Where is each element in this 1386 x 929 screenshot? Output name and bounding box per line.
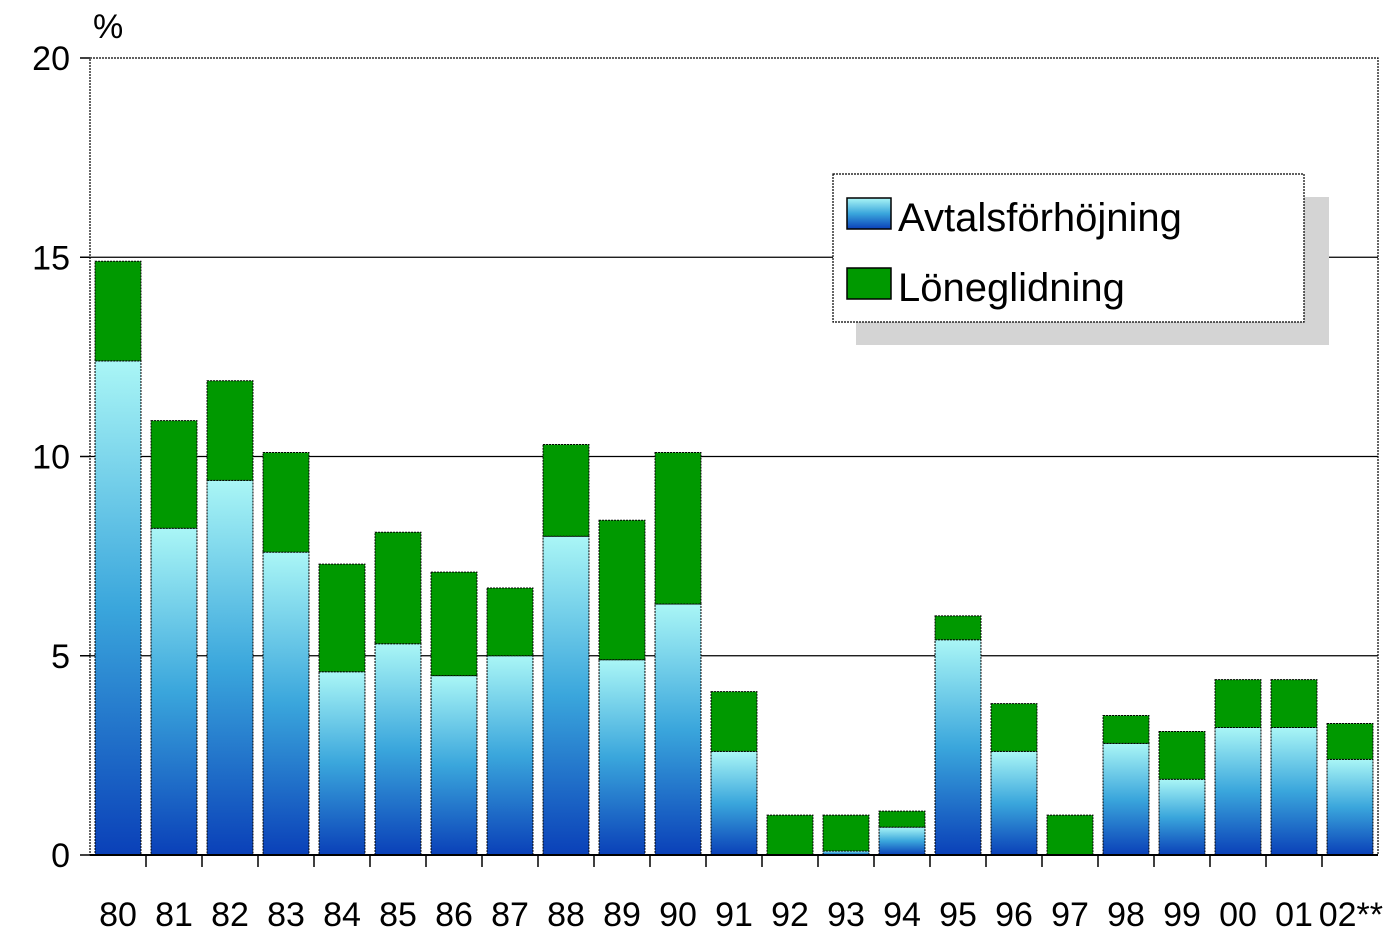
bar-avtalsforhojning-02**: [1326, 758, 1374, 856]
bar-avtalsforhojning-82: [206, 479, 254, 856]
y-tick-label: 15: [32, 239, 70, 277]
x-tick-label-81: 81: [155, 896, 193, 929]
x-tick-label-87: 87: [491, 896, 529, 929]
unit-label: %: [93, 8, 123, 46]
bar-loneglidning-97: [1046, 814, 1094, 856]
bar-loneglidning-83: [262, 452, 310, 553]
x-tick-label-82: 82: [211, 896, 249, 929]
bar-avtalsforhojning-84: [318, 671, 366, 856]
bar-avtalsforhojning-01: [1270, 726, 1318, 856]
x-tick-label-80: 80: [99, 896, 137, 929]
legend-label-avtalsforhojning: Avtalsförhöjning: [898, 196, 1182, 240]
legend-box: [832, 173, 1305, 323]
bar-loneglidning-00: [1214, 679, 1262, 728]
x-tick-label-97: 97: [1051, 896, 1089, 929]
x-tick-label-95: 95: [939, 896, 977, 929]
bar-avtalsforhojning-87: [486, 655, 534, 856]
bar-avtalsforhojning-98: [1102, 742, 1150, 856]
bar-loneglidning-88: [542, 444, 590, 537]
legend-swatch-loneglidning: [846, 267, 892, 300]
bar-loneglidning-93: [822, 814, 870, 852]
bar-loneglidning-80: [94, 260, 142, 362]
legend: Avtalsförhöjning Löneglidning: [832, 173, 1329, 345]
x-tick-label-99: 99: [1163, 896, 1201, 929]
bar-loneglidning-92: [766, 814, 814, 856]
x-tick-label-96: 96: [995, 896, 1033, 929]
x-tick-label-01: 01: [1275, 896, 1313, 929]
bar-avtalsforhojning-83: [262, 551, 310, 856]
y-axis-ticks: 0 5 10 15 20: [32, 40, 90, 875]
x-tick-label-94: 94: [883, 896, 921, 929]
bar-loneglidning-86: [430, 571, 478, 677]
x-tick-label-98: 98: [1107, 896, 1145, 929]
bar-loneglidning-99: [1158, 730, 1206, 780]
bar-loneglidning-96: [990, 703, 1038, 752]
x-tick-label-00: 00: [1219, 896, 1257, 929]
y-tick-label: 0: [51, 837, 70, 875]
bar-avtalsforhojning-88: [542, 535, 590, 856]
bar-loneglidning-89: [598, 519, 646, 661]
bar-avtalsforhojning-96: [990, 750, 1038, 856]
bar-loneglidning-02**: [1326, 722, 1374, 760]
x-tick-label-88: 88: [547, 896, 585, 929]
x-tick-label-86: 86: [435, 896, 473, 929]
bar-loneglidning-84: [318, 563, 366, 673]
bar-loneglidning-87: [486, 587, 534, 657]
bar-loneglidning-82: [206, 380, 254, 481]
legend-swatch-avtalsforhojning: [846, 197, 892, 230]
x-tick-label-92: 92: [771, 896, 809, 929]
x-tick-label-85: 85: [379, 896, 417, 929]
x-tick-label-90: 90: [659, 896, 697, 929]
x-tick-label-83: 83: [267, 896, 305, 929]
bar-avtalsforhojning-90: [654, 603, 702, 856]
x-tick-label-84: 84: [323, 896, 361, 929]
bar-avtalsforhojning-81: [150, 527, 198, 856]
x-tick-label-93: 93: [827, 896, 865, 929]
bar-loneglidning-98: [1102, 715, 1150, 744]
bar-avtalsforhojning-99: [1158, 778, 1206, 856]
bar-avtalsforhojning-80: [94, 360, 142, 856]
y-tick-label: 20: [32, 40, 70, 78]
bar-avtalsforhojning-85: [374, 643, 422, 856]
bar-avtalsforhojning-00: [1214, 726, 1262, 856]
bar-loneglidning-91: [710, 691, 758, 752]
bar-loneglidning-85: [374, 531, 422, 645]
x-tick-label-91: 91: [715, 896, 753, 929]
bars: [94, 260, 1374, 856]
legend-label-loneglidning: Löneglidning: [898, 266, 1125, 310]
bar-loneglidning-90: [654, 452, 702, 605]
bar-loneglidning-95: [934, 615, 982, 641]
y-tick-label: 10: [32, 439, 70, 477]
x-tick-label-89: 89: [603, 896, 641, 929]
bar-loneglidning-01: [1270, 679, 1318, 728]
bar-loneglidning-81: [150, 420, 198, 529]
y-tick-label: 5: [51, 638, 70, 676]
bar-avtalsforhojning-95: [934, 639, 982, 856]
bar-avtalsforhojning-89: [598, 659, 646, 856]
bar-loneglidning-94: [878, 810, 926, 828]
bar-avtalsforhojning-86: [430, 675, 478, 856]
bar-avtalsforhojning-94: [878, 826, 926, 856]
bar-avtalsforhojning-91: [710, 750, 758, 856]
x-axis-ticks: 80 81 82 83 84 85 86 87 88 89 90 91 92 93 94 95 96 97 98 99…: [99, 855, 1383, 929]
x-tick-label-02**: 02**: [1319, 896, 1383, 929]
